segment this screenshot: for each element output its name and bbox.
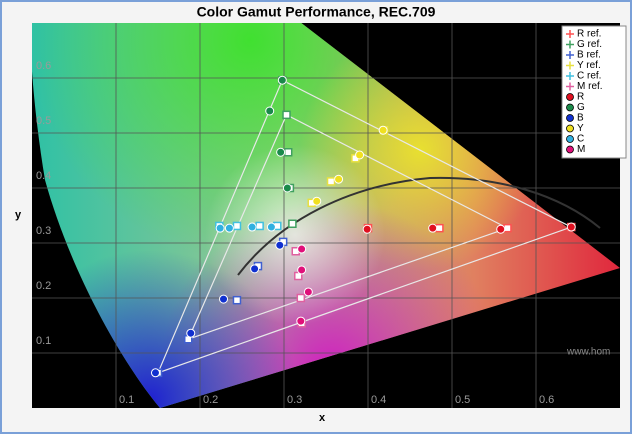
legend-marker xyxy=(566,114,574,122)
legend-label: M ref. xyxy=(577,81,603,92)
measured-point xyxy=(250,264,260,274)
measured-point xyxy=(247,222,257,232)
y-tick-label: 0.5 xyxy=(36,115,51,127)
ref-point xyxy=(232,295,242,305)
ref-point xyxy=(232,221,242,231)
measured-point xyxy=(297,244,307,254)
legend-label: G ref. xyxy=(577,39,602,50)
x-tick-label: 0.5 xyxy=(455,394,470,406)
legend-label: Y ref. xyxy=(577,60,601,71)
ref-point xyxy=(283,148,293,157)
legend-marker xyxy=(566,135,574,143)
legend-marker xyxy=(566,82,574,91)
ref-point xyxy=(255,221,264,231)
measured-point xyxy=(334,174,344,184)
measured-point xyxy=(566,222,576,232)
measured-point xyxy=(496,224,506,234)
ref-point xyxy=(296,293,306,303)
legend-marker xyxy=(566,40,574,49)
legend-label: Y xyxy=(577,123,584,134)
legend-marker xyxy=(566,72,574,80)
x-tick-label: 0.4 xyxy=(371,394,386,406)
legend-label: B xyxy=(577,113,584,124)
measured-point xyxy=(186,328,196,338)
measured-point xyxy=(276,147,286,157)
measured-point xyxy=(312,196,322,206)
x-tick-label: 0.1 xyxy=(119,394,134,406)
legend-marker xyxy=(566,124,574,133)
measured-point xyxy=(378,125,388,135)
chart-title: Color Gamut Performance, REC.709 xyxy=(197,4,436,20)
measured-point xyxy=(277,75,287,85)
measured-point xyxy=(428,223,438,233)
x-tick-label: 0.2 xyxy=(203,394,218,406)
x-tick-label: 0.6 xyxy=(539,394,554,406)
legend-label: R xyxy=(577,92,584,103)
measured-point xyxy=(355,150,365,160)
legend-box xyxy=(561,25,627,159)
measured-point xyxy=(282,183,292,193)
legend-marker xyxy=(566,30,574,38)
measured-point xyxy=(265,106,275,116)
ref-point xyxy=(282,110,291,120)
measured-point xyxy=(303,287,313,297)
y-tick-label: 0.3 xyxy=(36,225,51,237)
legend-label: C ref. xyxy=(577,71,601,82)
legend-label: R ref. xyxy=(577,29,601,40)
y-axis-label: y xyxy=(15,209,22,221)
watermark: www.hom xyxy=(566,347,610,358)
measured-point xyxy=(297,265,307,275)
x-axis-label: x xyxy=(319,412,326,424)
ref-point xyxy=(326,177,336,186)
ref-point xyxy=(288,219,297,228)
legend-marker xyxy=(566,51,574,59)
legend-label: B ref. xyxy=(577,50,601,61)
measured-point xyxy=(215,223,225,233)
legend-label: M xyxy=(577,144,585,155)
measured-point xyxy=(224,223,234,233)
measured-point xyxy=(219,294,229,304)
measured-point xyxy=(296,316,306,326)
legend-marker xyxy=(566,145,574,154)
legend-marker xyxy=(566,93,574,101)
y-tick-label: 0.1 xyxy=(36,335,51,347)
measured-point xyxy=(362,224,372,234)
y-tick-label: 0.4 xyxy=(36,170,51,182)
legend-marker xyxy=(566,103,574,112)
measured-point xyxy=(275,240,285,250)
measured-point xyxy=(266,222,276,232)
y-tick-label: 0.6 xyxy=(36,60,51,72)
x-tick-label: 0.3 xyxy=(287,394,302,406)
y-tick-label: 0.2 xyxy=(36,280,51,292)
legend-marker xyxy=(566,61,574,70)
measured-point xyxy=(150,368,160,378)
legend-label: C xyxy=(577,134,584,145)
planckian-locus xyxy=(237,176,601,276)
legend-label: G xyxy=(577,102,585,113)
